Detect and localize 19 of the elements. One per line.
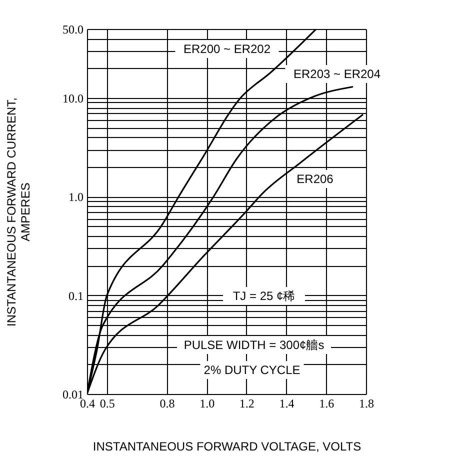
x-tick-label: 1.4 bbox=[279, 396, 294, 410]
x-axis-title: INSTANTANEOUS FORWARD VOLTAGE, VOLTS bbox=[92, 440, 362, 454]
y-tick-label: 10.0 bbox=[62, 91, 84, 106]
y-tick-label: 0.1 bbox=[68, 288, 84, 303]
annotation: TJ = 25 ¢稀 bbox=[232, 289, 296, 303]
annotation: 2% DUTY CYCLE bbox=[204, 363, 300, 377]
series-label: ER203 ~ ER204 bbox=[293, 67, 381, 81]
series-label: ER200 ~ ER202 bbox=[183, 42, 271, 56]
x-tick-label: 1.0 bbox=[200, 396, 215, 410]
series-label: ER206 bbox=[296, 172, 334, 186]
y-axis-title: INSTANTANEOUS FORWARD CURRENT, AMPERES bbox=[4, 98, 32, 326]
y-tick-label: 50.0 bbox=[62, 22, 84, 36]
annotation: PULSE WIDTH = 300¢艢s bbox=[184, 338, 324, 352]
x-tick-label: 1.6 bbox=[319, 396, 334, 410]
x-tick-label: 0.8 bbox=[160, 396, 175, 410]
x-tick-label: 1.2 bbox=[239, 396, 254, 410]
y-tick-label: 1.0 bbox=[68, 190, 84, 204]
x-tick-label: 1.8 bbox=[359, 396, 374, 410]
x-tick-label: 0.5 bbox=[100, 396, 115, 410]
